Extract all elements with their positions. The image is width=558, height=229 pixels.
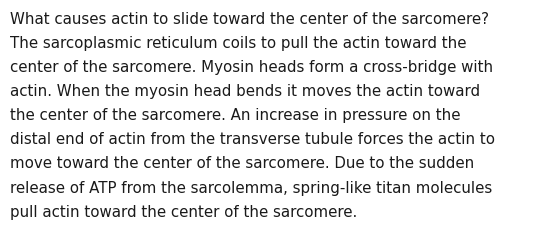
Text: release of ATP from the sarcolemma, spring-like titan molecules: release of ATP from the sarcolemma, spri…: [10, 180, 492, 195]
Text: pull actin toward the center of the sarcomere.: pull actin toward the center of the sarc…: [10, 204, 357, 219]
Text: What causes actin to slide toward the center of the sarcomere?: What causes actin to slide toward the ce…: [10, 11, 489, 26]
Text: The sarcoplasmic reticulum coils to pull the actin toward the: The sarcoplasmic reticulum coils to pull…: [10, 35, 466, 50]
Text: distal end of actin from the transverse tubule forces the actin to: distal end of actin from the transverse …: [10, 132, 495, 147]
Text: actin. When the myosin head bends it moves the actin toward: actin. When the myosin head bends it mov…: [10, 84, 480, 98]
Text: the center of the sarcomere. An increase in pressure on the: the center of the sarcomere. An increase…: [10, 108, 460, 123]
Text: move toward the center of the sarcomere. Due to the sudden: move toward the center of the sarcomere.…: [10, 156, 474, 171]
Text: center of the sarcomere. Myosin heads form a cross-bridge with: center of the sarcomere. Myosin heads fo…: [10, 60, 493, 74]
